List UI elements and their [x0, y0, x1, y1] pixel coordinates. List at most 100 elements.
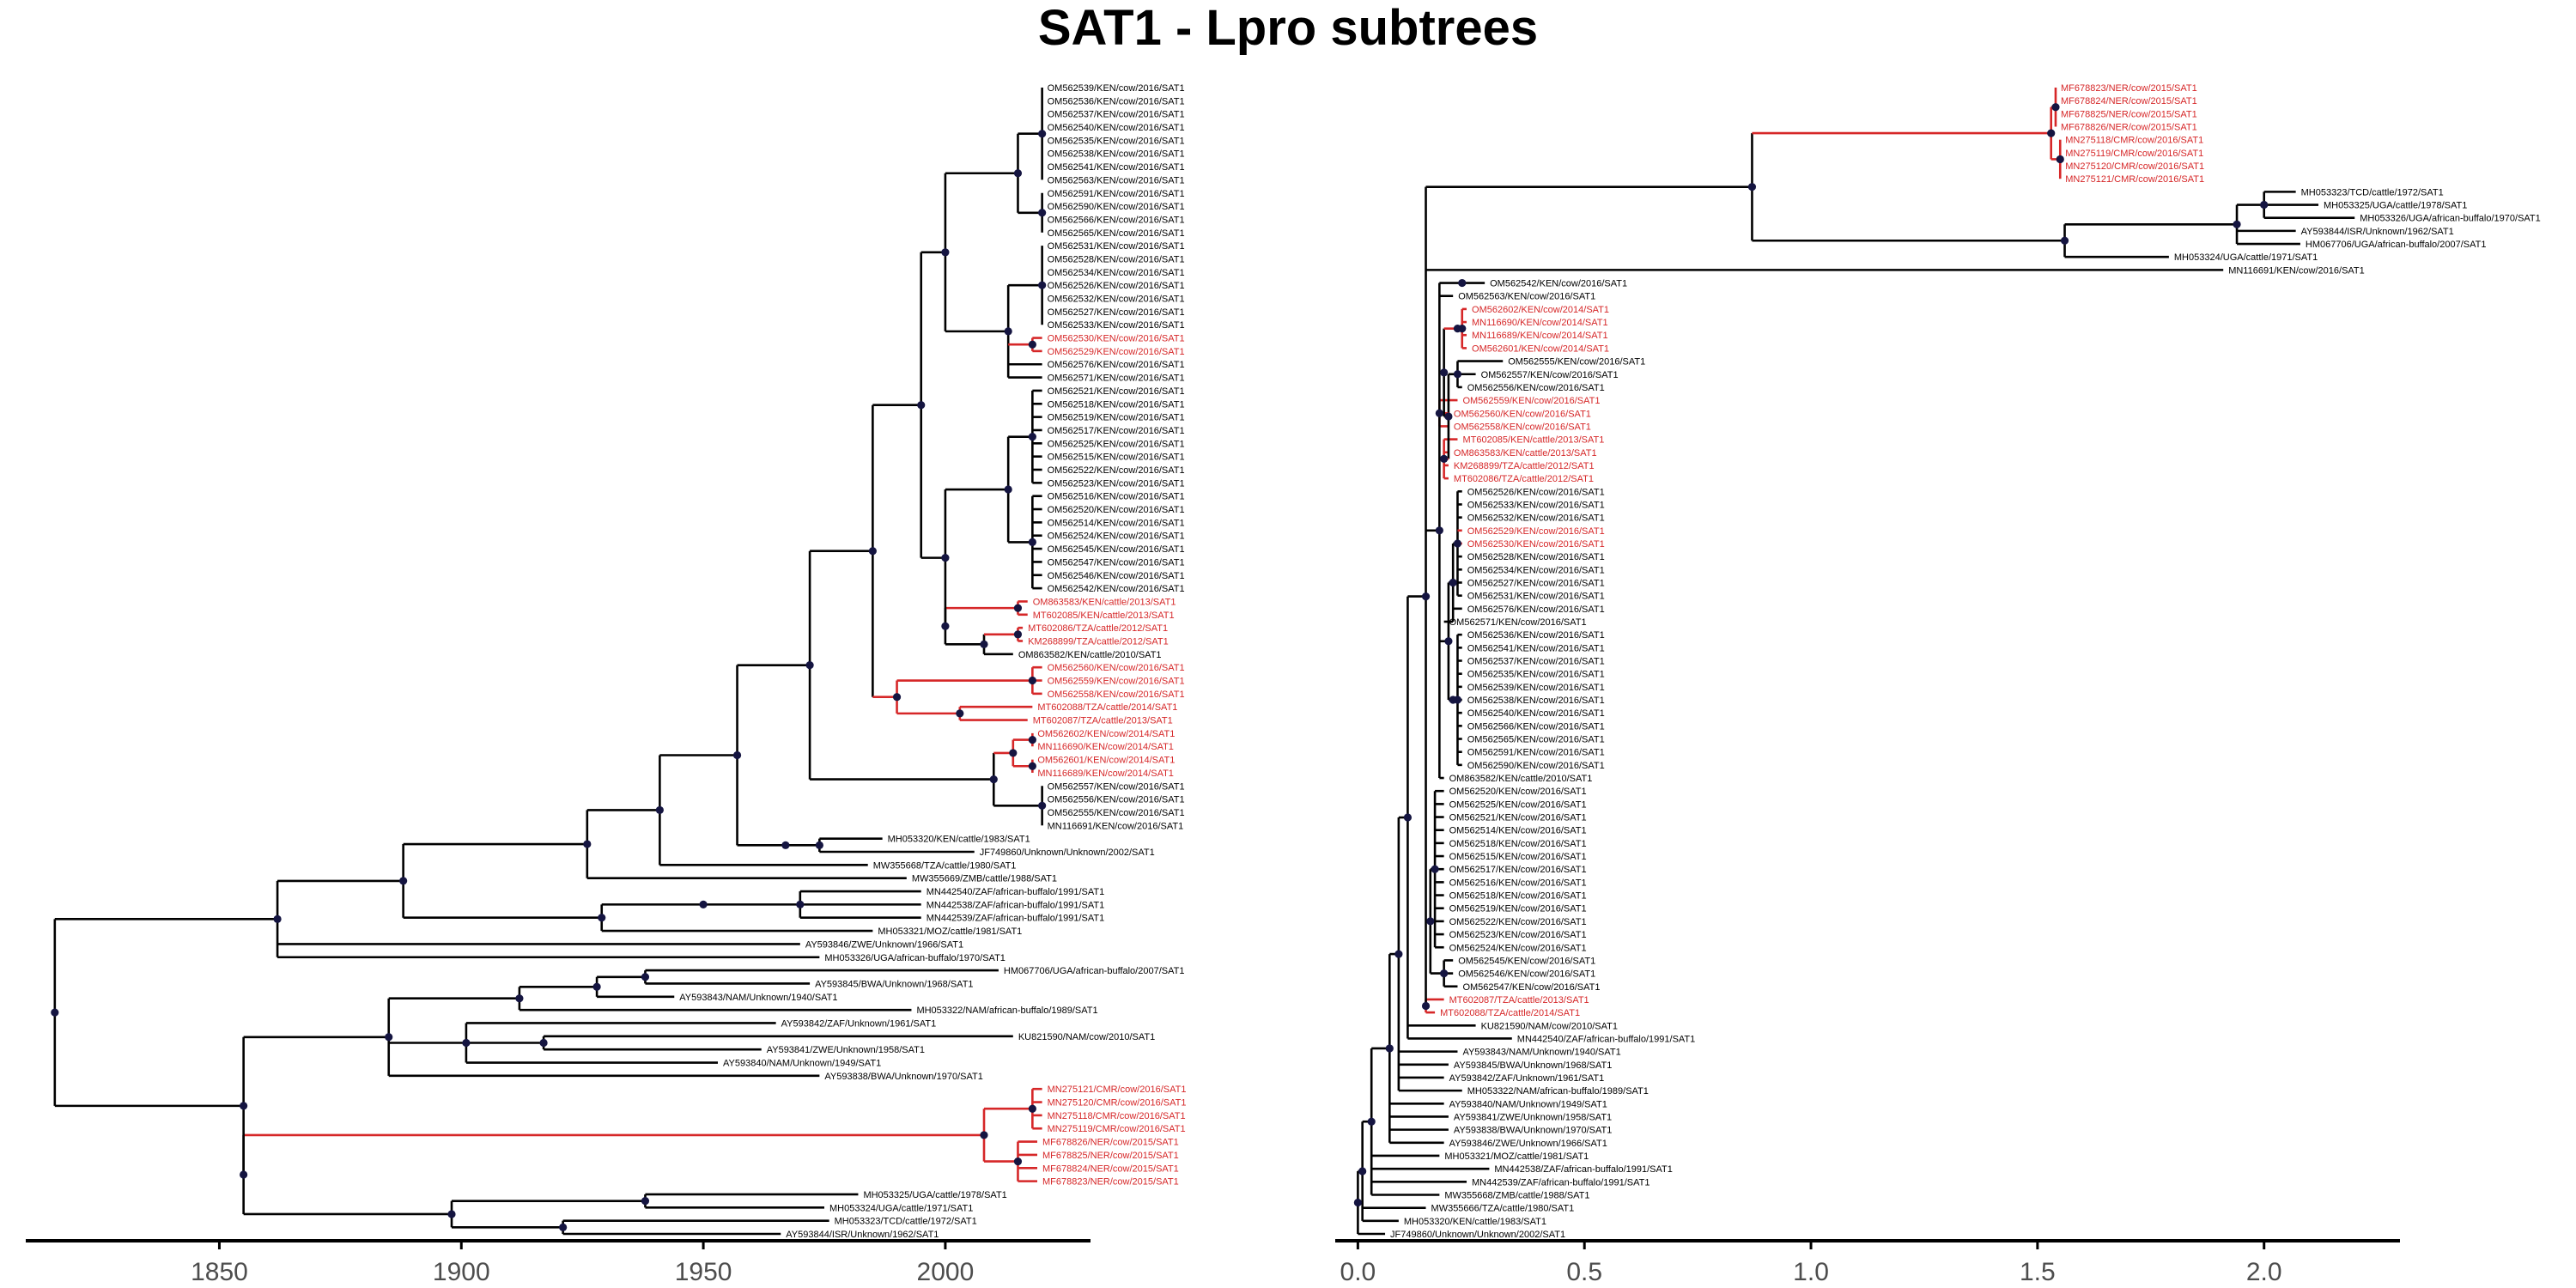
tip-label: MH053321/MOZ/cattle/1981/SAT1 — [1444, 1151, 1589, 1162]
tip-label: AY593843/NAM/Unknown/1940/SAT1 — [1462, 1048, 1620, 1058]
tip-label: OM562545/KEN/cow/2016/SAT1 — [1048, 544, 1185, 555]
tip-label: AY593841/ZWE/Unknown/1958/SAT1 — [1454, 1112, 1612, 1122]
tip-label: OM562516/KEN/cow/2016/SAT1 — [1048, 492, 1185, 502]
internal-node-marker — [583, 840, 592, 848]
internal-node-marker — [598, 914, 606, 922]
tip-label: OM863582/KEN/cattle/2010/SAT1 — [1449, 774, 1593, 784]
internal-node-marker — [699, 900, 708, 908]
internal-node-marker — [1458, 278, 1467, 288]
tip-label: MN116690/KEN/cow/2014/SAT1 — [1037, 742, 1174, 752]
tip-label: MN275119/CMR/cow/2016/SAT1 — [1048, 1124, 1186, 1134]
internal-node-marker — [1028, 433, 1036, 441]
internal-node-marker — [1028, 340, 1036, 349]
internal-node-marker — [989, 775, 998, 784]
tip-label: MH053326/UGA/african-buffalo/1970/SAT1 — [2360, 214, 2541, 224]
tip-labels: MF678823/NER/cow/2015/SAT1 MF678824/NER/c… — [1390, 83, 2541, 1240]
tip-label: MH053322/NAM/african-buffalo/1989/SAT1 — [916, 1005, 1097, 1016]
tip-label: OM562526/KEN/cow/2016/SAT1 — [1048, 281, 1185, 291]
tip-label: OM562525/KEN/cow/2016/SAT1 — [1449, 799, 1587, 810]
tip-label: MT602086/TZA/cattle/2012/SAT1 — [1454, 474, 1594, 484]
figure-title: SAT1 - Lpro subtrees — [1038, 0, 1538, 56]
tip-label: OM562534/KEN/cow/2016/SAT1 — [1048, 268, 1185, 278]
tip-label: OM562530/KEN/cow/2016/SAT1 — [1467, 539, 1605, 550]
internal-node-marker — [941, 554, 950, 562]
tip-label: MN275118/CMR/cow/2016/SAT1 — [1048, 1111, 1186, 1121]
tip-label: OM562571/KEN/cow/2016/SAT1 — [1449, 617, 1587, 628]
tip-label: OM562576/KEN/cow/2016/SAT1 — [1048, 360, 1185, 370]
internal-node-marker — [1004, 485, 1012, 494]
tip-label: OM562591/KEN/cow/2016/SAT1 — [1048, 189, 1185, 199]
tip-label: OM562525/KEN/cow/2016/SAT1 — [1048, 439, 1185, 449]
internal-node-marker — [1028, 762, 1036, 770]
internal-node-marker — [559, 1223, 568, 1231]
tip-label: MH053325/UGA/cattle/1978/SAT1 — [863, 1190, 1006, 1200]
tip-label: OM562601/KEN/cow/2014/SAT1 — [1472, 343, 1609, 354]
internal-node-marker — [1444, 412, 1453, 421]
internal-node-marker — [815, 841, 823, 849]
tree-nodes — [51, 130, 1047, 1231]
tip-label: KU821590/NAM/cow/2010/SAT1 — [1018, 1032, 1155, 1042]
tip-label: OM562532/KEN/cow/2016/SAT1 — [1467, 513, 1605, 524]
tip-label: MT602087/TZA/cattle/2013/SAT1 — [1033, 716, 1173, 726]
tip-label: MH053322/NAM/african-buffalo/1989/SAT1 — [1467, 1086, 1649, 1097]
internal-node-marker — [956, 709, 964, 718]
internal-node-marker — [1028, 735, 1036, 744]
tip-label: OM562524/KEN/cow/2016/SAT1 — [1048, 532, 1185, 542]
internal-node-marker — [385, 1033, 393, 1042]
tip-label: MT602088/TZA/cattle/2014/SAT1 — [1037, 702, 1177, 713]
tip-label: MN442540/ZAF/african-buffalo/1991/SAT1 — [1517, 1034, 1696, 1044]
tip-label: OM863583/KEN/cattle/2013/SAT1 — [1454, 448, 1597, 459]
tip-label: OM562547/KEN/cow/2016/SAT1 — [1048, 557, 1185, 568]
tip-label: OM562529/KEN/cow/2016/SAT1 — [1048, 347, 1185, 357]
internal-node-marker — [1440, 969, 1449, 978]
x-axis-tick-label: 1900 — [433, 1258, 490, 1286]
internal-node-marker — [781, 841, 790, 849]
internal-node-marker — [1038, 130, 1047, 138]
tip-label: MT602088/TZA/cattle/2014/SAT1 — [1440, 1008, 1580, 1018]
tip-label: MN116691/KEN/cow/2016/SAT1 — [1048, 821, 1184, 831]
x-axis-tick-label: 1.5 — [2020, 1258, 2056, 1286]
internal-node-marker — [1421, 1001, 1431, 1011]
tip-label: OM863582/KEN/cattle/2010/SAT1 — [1018, 650, 1162, 660]
tip-label: OM562538/KEN/cow/2016/SAT1 — [1467, 696, 1605, 706]
tip-label: OM562556/KEN/cow/2016/SAT1 — [1467, 383, 1605, 393]
tip-label: MF678823/NER/cow/2015/SAT1 — [2061, 83, 2197, 94]
tip-label: OM562565/KEN/cow/2016/SAT1 — [1467, 735, 1605, 745]
tip-label: OM562523/KEN/cow/2016/SAT1 — [1048, 478, 1185, 489]
internal-node-marker — [515, 994, 524, 1003]
tip-label: OM562520/KEN/cow/2016/SAT1 — [1048, 505, 1185, 515]
internal-node-marker — [539, 1038, 548, 1048]
tip-label: MW355666/TZA/cattle/1980/SAT1 — [1431, 1204, 1575, 1214]
internal-node-marker — [1028, 676, 1036, 685]
tip-label: OM562518/KEN/cow/2016/SAT1 — [1048, 399, 1185, 410]
internal-node-marker — [2056, 155, 2064, 164]
tip-label: OM562518/KEN/cow/2016/SAT1 — [1449, 839, 1587, 849]
tip-label: OM562559/KEN/cow/2016/SAT1 — [1048, 677, 1185, 687]
internal-node-marker — [805, 661, 814, 670]
tip-label: OM562540/KEN/cow/2016/SAT1 — [1467, 708, 1605, 719]
tip-label: MT602085/KEN/cattle/2013/SAT1 — [1462, 435, 1604, 446]
tip-label: OM562555/KEN/cow/2016/SAT1 — [1048, 808, 1185, 818]
tip-label: OM562590/KEN/cow/2016/SAT1 — [1048, 202, 1185, 212]
tip-label: MH053323/TCD/cattle/1972/SAT1 — [2301, 187, 2444, 197]
internal-node-marker — [941, 248, 950, 257]
internal-node-marker — [1013, 1157, 1023, 1166]
internal-node-marker — [1440, 368, 1449, 377]
tip-label: MT602085/KEN/cattle/2013/SAT1 — [1033, 611, 1175, 621]
tip-label: OM562517/KEN/cow/2016/SAT1 — [1048, 426, 1185, 436]
tip-label: OM562558/KEN/cow/2016/SAT1 — [1048, 690, 1185, 700]
tip-label: MN442538/ZAF/african-buffalo/1991/SAT1 — [927, 900, 1105, 910]
internal-node-marker — [868, 547, 877, 556]
internal-node-marker — [1013, 604, 1023, 612]
internal-node-marker — [1449, 578, 1457, 587]
internal-node-marker — [1028, 538, 1036, 546]
tip-label: OM562531/KEN/cow/2016/SAT1 — [1048, 241, 1185, 252]
tip-label: OM562534/KEN/cow/2016/SAT1 — [1467, 565, 1605, 575]
tip-label: OM863583/KEN/cattle/2013/SAT1 — [1033, 597, 1176, 607]
tip-label: OM562520/KEN/cow/2016/SAT1 — [1449, 787, 1587, 797]
tip-label: OM562531/KEN/cow/2016/SAT1 — [1467, 592, 1605, 602]
internal-node-marker — [2051, 103, 2060, 112]
tip-label: OM562516/KEN/cow/2016/SAT1 — [1449, 878, 1587, 888]
tip-label: JF749860/Unknown/Unknown/2002/SAT1 — [1390, 1230, 1565, 1240]
tip-label: MF678825/NER/cow/2015/SAT1 — [1042, 1151, 1179, 1161]
